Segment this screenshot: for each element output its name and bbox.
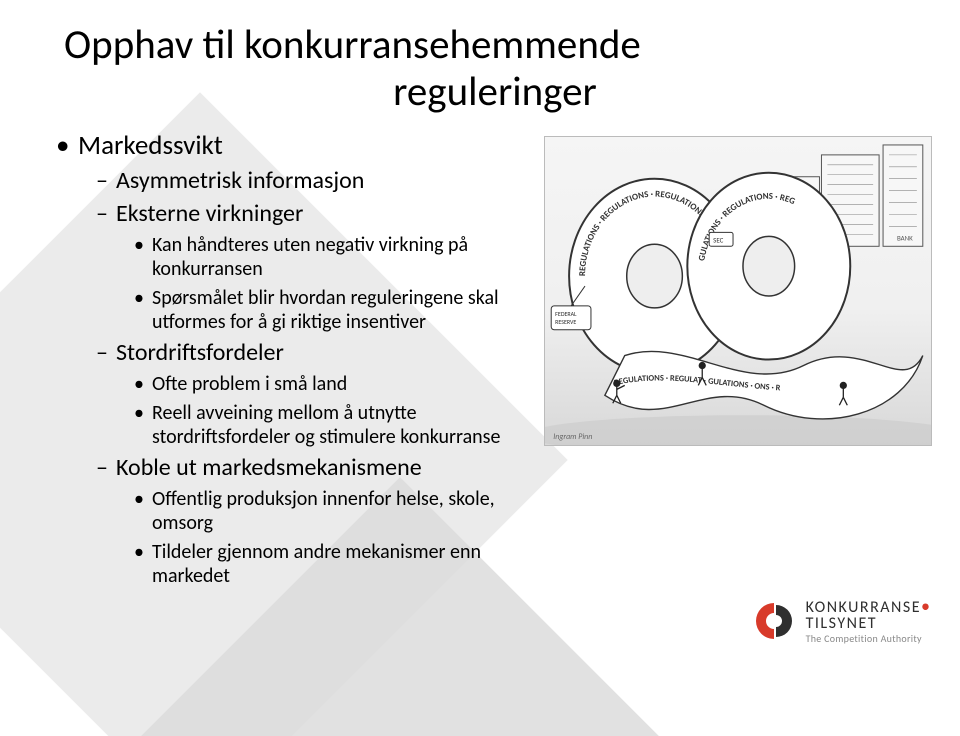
bullet-offentlig-prod: Offentlig produksjon innenfor helse, sko… [134, 487, 534, 535]
title-line-1: Opphav til konkurransehemmende [64, 20, 641, 70]
bullet-ofte-problem: Ofte problem i små land [134, 372, 534, 396]
logo-tagline: The Competition Authority [806, 634, 930, 644]
bullets-column: Markedssvikt Asymmetrisk informasjon Eks… [34, 130, 534, 594]
cartoon-svg: BANK REGULATIONS · REGULATIONS · REGULAT… [545, 137, 931, 445]
logo-dot-icon: • [921, 595, 930, 617]
illustration-column: BANK REGULATIONS · REGULATIONS · REGULAT… [534, 130, 932, 594]
svg-text:SEC: SEC [713, 236, 723, 245]
bullet-tildeler: Tildeler gjennom andre mekanismer enn ma… [134, 540, 534, 588]
bullet-sporsmalet: Spørsmålet blir hvordan reguleringene sk… [134, 286, 534, 334]
bullet-markedssvikt: Markedssvikt Asymmetrisk informasjon Eks… [56, 130, 534, 588]
bullet-eksterne-text: Eksterne virkninger [116, 199, 303, 228]
regulation-cartoon-illustration: BANK REGULATIONS · REGULATIONS · REGULAT… [544, 136, 932, 446]
konkurransetilsynet-logo: KONKURRANSE• TILSYNET The Competition Au… [752, 597, 930, 644]
bullet-reell-avveining: Reell avveining mellom å utnytte stordri… [134, 401, 534, 449]
bullet-asymmetrisk: Asymmetrisk informasjon [96, 167, 534, 196]
svg-text:Ingram Pinn: Ingram Pinn [553, 432, 592, 442]
svg-text:RESERVE: RESERVE [555, 318, 576, 326]
bullet-koble-ut: Koble ut markedsmekanismene Offentlig pr… [96, 454, 534, 588]
bullet-stordrift: Stordriftsfordeler Ofte problem i små la… [96, 339, 534, 449]
title-line-2: reguleringer [64, 69, 926, 116]
bullet-koble-ut-text: Koble ut markedsmekanismene [116, 453, 422, 482]
logo-line-2: TILSYNET [806, 616, 930, 632]
label-bank: BANK [897, 234, 913, 243]
svg-text:FEDERAL: FEDERAL [555, 310, 577, 318]
tape-roll-right: GULATIONS · REGULATIONS · REG [687, 173, 850, 360]
content-row: Markedssvikt Asymmetrisk informasjon Eks… [34, 130, 926, 594]
logo-text: KONKURRANSE• TILSYNET The Competition Au… [806, 597, 930, 644]
bullet-kan-handteres: Kan håndteres uten negativ virkning på k… [134, 233, 534, 281]
logo-mark-icon [752, 599, 796, 643]
bullet-markedssvikt-text: Markedssvikt [78, 129, 223, 162]
bullet-eksterne: Eksterne virkninger Kan håndteres uten n… [96, 200, 534, 334]
slide-title: Opphav til konkurransehemmende regulerin… [64, 22, 926, 116]
bullet-stordrift-text: Stordriftsfordeler [116, 338, 284, 367]
